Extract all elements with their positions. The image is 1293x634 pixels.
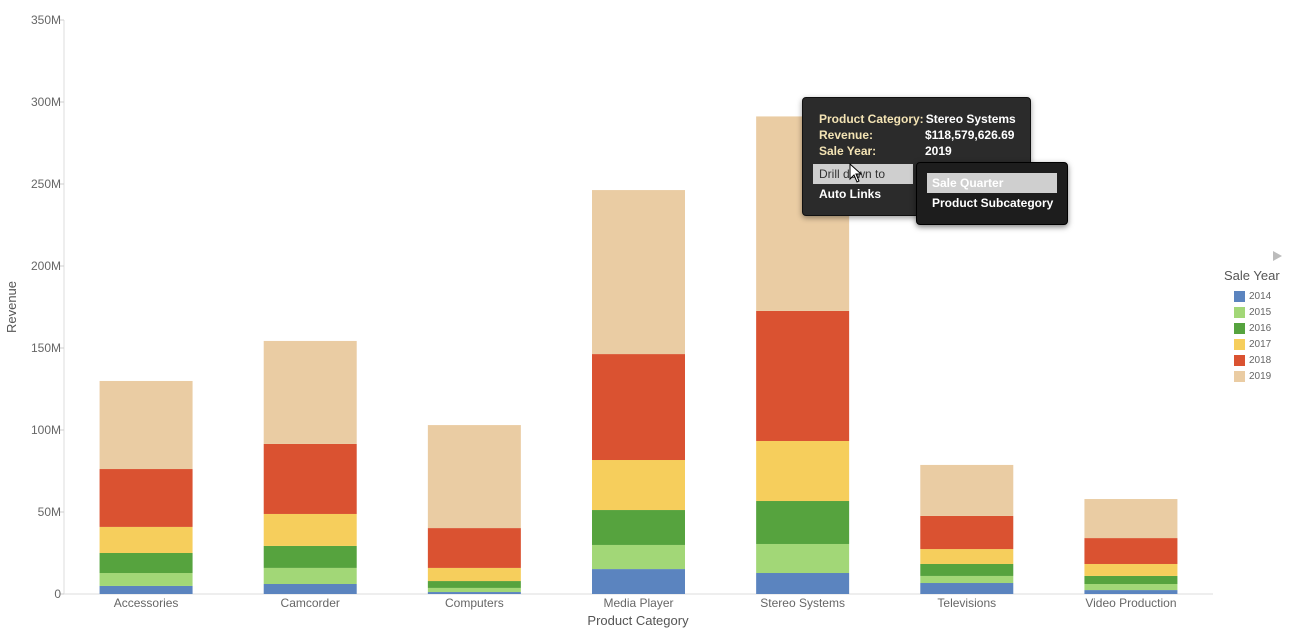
tooltip-value: Stereo Systems (925, 112, 1016, 126)
bar-segment-computers-2015[interactable] (427, 587, 521, 593)
bar-segment-accessories-2016[interactable] (99, 553, 193, 574)
bar-segment-stereo-systems-2016[interactable] (756, 501, 850, 544)
x-axis-title: Product Category (587, 613, 689, 628)
y-tick-label: 200M (31, 259, 61, 273)
bar-segment-accessories-2018[interactable] (99, 469, 193, 527)
x-tick-label: Stereo Systems (760, 596, 845, 610)
bar-segment-accessories-2017[interactable] (99, 526, 193, 553)
legend-label: 2017 (1249, 338, 1272, 350)
bar-segment-media-player-2015[interactable] (592, 544, 685, 570)
menu-auto-links[interactable]: Auto Links (819, 187, 881, 201)
submenu-product-subcategory[interactable]: Product Subcategory (932, 196, 1054, 210)
bar-segment-accessories-2019[interactable] (99, 380, 193, 470)
legend-swatch (1234, 290, 1245, 302)
bar-segment-stereo-systems-2014[interactable] (756, 573, 850, 594)
bar-segment-media-player-2019[interactable] (592, 190, 685, 355)
bar-segment-accessories-2014[interactable] (99, 585, 193, 594)
submenu-sale-quarter[interactable]: Sale Quarter (927, 173, 1057, 193)
bar-segment-video-production-2017[interactable] (1084, 563, 1178, 576)
legend-swatch (1234, 322, 1245, 334)
legend-label: 2016 (1249, 322, 1272, 334)
tooltip-value: $118,579,626.69 (925, 128, 1015, 142)
drill-down-submenu: Sale Quarter Product Subcategory (916, 162, 1068, 225)
legend-scroll-arrow-icon[interactable] (1273, 251, 1282, 261)
bar-segment-computers-2016[interactable] (427, 581, 521, 588)
x-tick-label: Televisions (937, 596, 996, 610)
x-tick-label: Accessories (114, 596, 179, 610)
legend-label: 2014 (1249, 290, 1272, 302)
legend-item-2019[interactable]: 2019 (1224, 368, 1280, 384)
bar-segment-camcorder-2015[interactable] (263, 567, 357, 584)
bar-segment-video-production-2015[interactable] (1084, 583, 1178, 591)
tooltip-row-category: Product Category: Stereo Systems (819, 112, 1016, 126)
bar-segment-video-production-2016[interactable] (1084, 575, 1178, 584)
bar-segment-televisions-2015[interactable] (920, 575, 1014, 584)
legend-item-2016[interactable]: 2016 (1224, 320, 1280, 336)
x-tick-label: Video Production (1085, 596, 1176, 610)
bar-segment-televisions-2017[interactable] (920, 549, 1014, 564)
legend-title: Sale Year (1224, 268, 1280, 283)
bar-segment-camcorder-2016[interactable] (263, 545, 357, 568)
tooltip-key: Sale Year: (819, 144, 877, 158)
tooltip-value: 2019 (925, 144, 952, 158)
bar-segment-stereo-systems-2017[interactable] (756, 440, 850, 502)
legend-item-2015[interactable]: 2015 (1224, 304, 1280, 320)
bar-segment-accessories-2015[interactable] (99, 573, 193, 586)
y-tick-label: 300M (31, 95, 61, 109)
bar-segment-computers-2017[interactable] (427, 567, 521, 582)
y-tick-label: 350M (31, 13, 61, 27)
legend-label: 2019 (1249, 370, 1272, 382)
bar-segment-video-production-2019[interactable] (1084, 499, 1178, 539)
bar-segment-media-player-2017[interactable] (592, 460, 685, 511)
tooltip-row-revenue: Revenue: $118,579,626.69 (819, 128, 1014, 142)
bar-segment-televisions-2014[interactable] (920, 583, 1014, 594)
legend-swatch (1234, 306, 1245, 318)
y-tick-label: 250M (31, 177, 61, 191)
x-tick-label: Camcorder (281, 596, 340, 610)
x-tick-label: Computers (445, 596, 504, 610)
x-tick-label: Media Player (603, 596, 673, 610)
y-axis-title: Revenue (4, 281, 19, 333)
y-tick-label: 100M (31, 423, 61, 437)
bar-segment-computers-2019[interactable] (427, 425, 521, 529)
y-tick-label: 150M (31, 341, 61, 355)
legend-swatch (1234, 370, 1245, 382)
bar-segment-camcorder-2014[interactable] (263, 583, 357, 594)
legend-label: 2018 (1249, 354, 1272, 366)
legend: Sale Year 2014 2015 2016 2017 2018 2019 (1224, 268, 1280, 384)
tooltip-key: Revenue: (819, 128, 874, 142)
tooltip-row-year: Sale Year: 2019 (819, 144, 952, 158)
legend-swatch (1234, 338, 1245, 350)
bar-segment-video-production-2014[interactable] (1084, 590, 1178, 594)
legend-item-2017[interactable]: 2017 (1224, 336, 1280, 352)
bar-segment-media-player-2018[interactable] (592, 354, 685, 461)
bar-segment-video-production-2018[interactable] (1084, 538, 1178, 564)
bar-segment-computers-2018[interactable] (427, 528, 521, 568)
legend-label: 2015 (1249, 306, 1272, 318)
legend-swatch (1234, 354, 1245, 366)
bar-segment-televisions-2016[interactable] (920, 563, 1014, 576)
bar-segment-televisions-2019[interactable] (920, 464, 1014, 516)
y-tick-label: 0 (54, 587, 61, 601)
bar-segment-televisions-2018[interactable] (920, 515, 1014, 550)
menu-drill-down[interactable]: Drill down to (813, 164, 913, 184)
bar-segment-stereo-systems-2018[interactable] (756, 310, 850, 441)
mouse-cursor-icon (849, 163, 863, 183)
bar-segment-camcorder-2019[interactable] (263, 340, 357, 444)
tooltip-key: Product Category: (819, 112, 924, 126)
bar-segment-media-player-2016[interactable] (592, 510, 685, 545)
bar-segment-camcorder-2017[interactable] (263, 513, 357, 546)
bar-segment-computers-2014[interactable] (427, 592, 521, 594)
legend-item-2014[interactable]: 2014 (1224, 288, 1280, 304)
y-tick-label: 50M (38, 505, 61, 519)
bar-segment-media-player-2014[interactable] (592, 569, 685, 594)
bar-segment-stereo-systems-2015[interactable] (756, 543, 850, 574)
legend-item-2018[interactable]: 2018 (1224, 352, 1280, 368)
bar-segment-camcorder-2018[interactable] (263, 443, 357, 514)
